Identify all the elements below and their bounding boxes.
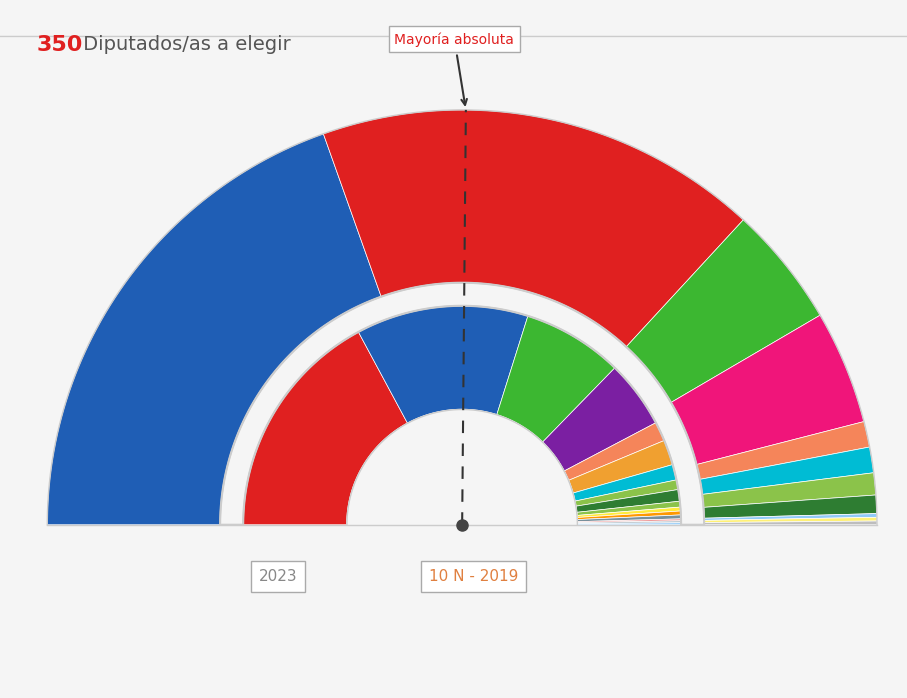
Polygon shape bbox=[626, 220, 820, 403]
Polygon shape bbox=[700, 447, 873, 494]
Polygon shape bbox=[704, 514, 877, 521]
Polygon shape bbox=[577, 511, 681, 519]
Polygon shape bbox=[578, 519, 681, 523]
Polygon shape bbox=[358, 306, 528, 423]
Polygon shape bbox=[220, 283, 704, 525]
Polygon shape bbox=[704, 495, 877, 518]
Polygon shape bbox=[569, 440, 673, 493]
Polygon shape bbox=[575, 480, 678, 506]
Polygon shape bbox=[324, 110, 744, 347]
Polygon shape bbox=[704, 495, 877, 518]
Polygon shape bbox=[569, 440, 673, 493]
Polygon shape bbox=[577, 501, 680, 515]
Polygon shape bbox=[577, 515, 681, 521]
Text: Diputados/as a elegir: Diputados/as a elegir bbox=[77, 35, 291, 54]
Polygon shape bbox=[324, 110, 744, 347]
Polygon shape bbox=[704, 517, 877, 523]
Polygon shape bbox=[671, 315, 864, 465]
Polygon shape bbox=[700, 447, 873, 494]
Polygon shape bbox=[578, 519, 681, 523]
Polygon shape bbox=[697, 422, 870, 480]
Polygon shape bbox=[497, 316, 615, 442]
Polygon shape bbox=[576, 489, 680, 512]
Polygon shape bbox=[697, 422, 870, 480]
Polygon shape bbox=[573, 465, 677, 501]
Polygon shape bbox=[577, 507, 680, 517]
Polygon shape bbox=[576, 489, 680, 512]
Polygon shape bbox=[702, 473, 876, 507]
Polygon shape bbox=[704, 521, 877, 525]
Polygon shape bbox=[704, 521, 877, 525]
Polygon shape bbox=[702, 473, 876, 507]
Polygon shape bbox=[671, 315, 864, 465]
Text: Mayoría absoluta: Mayoría absoluta bbox=[395, 32, 514, 105]
Polygon shape bbox=[243, 332, 407, 525]
Polygon shape bbox=[577, 511, 681, 519]
Text: 10 N - 2019: 10 N - 2019 bbox=[429, 569, 519, 584]
Polygon shape bbox=[542, 368, 656, 471]
Polygon shape bbox=[577, 507, 680, 517]
Polygon shape bbox=[704, 514, 877, 521]
Polygon shape bbox=[542, 368, 656, 471]
Polygon shape bbox=[578, 523, 681, 525]
Polygon shape bbox=[704, 517, 877, 523]
Polygon shape bbox=[577, 501, 680, 515]
Polygon shape bbox=[47, 134, 381, 525]
Polygon shape bbox=[573, 465, 677, 501]
Polygon shape bbox=[575, 480, 678, 506]
Text: 2023: 2023 bbox=[258, 569, 297, 584]
Polygon shape bbox=[564, 423, 664, 480]
Polygon shape bbox=[578, 521, 681, 524]
Polygon shape bbox=[346, 410, 578, 525]
Polygon shape bbox=[577, 515, 681, 521]
Polygon shape bbox=[578, 521, 681, 524]
Polygon shape bbox=[497, 316, 615, 442]
Polygon shape bbox=[358, 306, 528, 423]
Polygon shape bbox=[47, 134, 381, 525]
Text: 350: 350 bbox=[36, 35, 83, 55]
Polygon shape bbox=[564, 423, 664, 480]
Polygon shape bbox=[578, 523, 681, 525]
Polygon shape bbox=[626, 220, 820, 403]
Polygon shape bbox=[243, 332, 407, 525]
